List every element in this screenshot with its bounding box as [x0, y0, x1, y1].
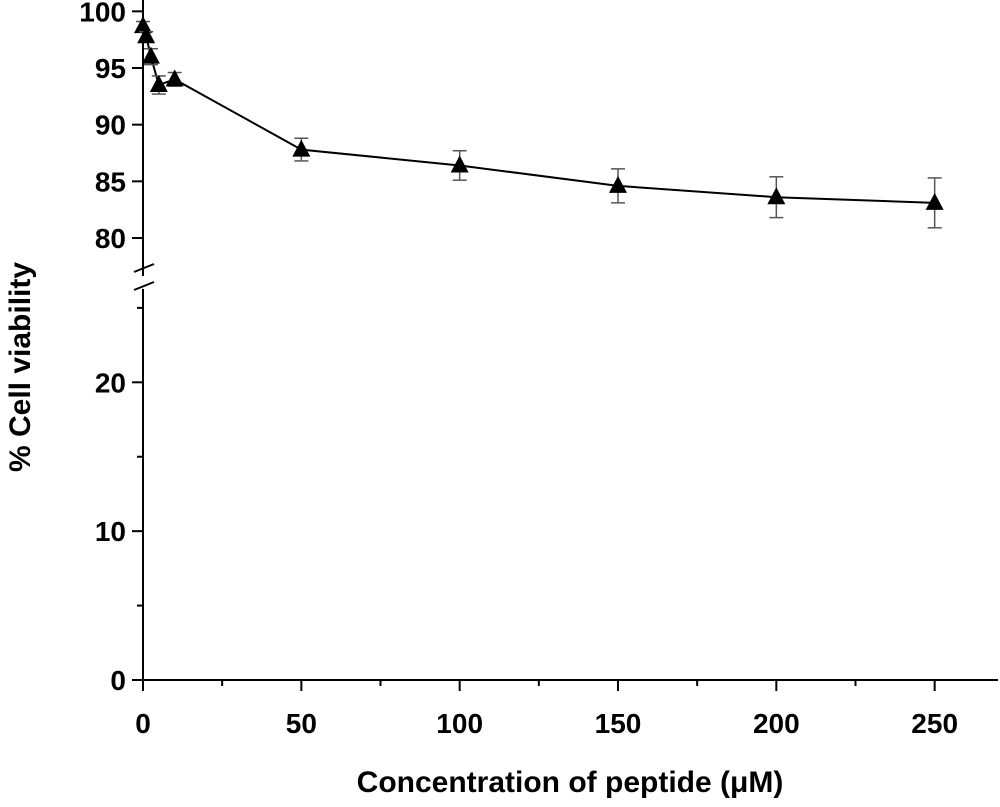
y-tick-label: 100	[79, 0, 126, 27]
triangle-marker	[767, 187, 786, 205]
x-axis-title: Concentration of peptide (μM)	[357, 766, 784, 799]
y-tick-label: 20	[95, 367, 126, 398]
axis-ticks	[132, 10, 936, 691]
triangle-marker	[141, 46, 160, 64]
data-point	[137, 26, 156, 44]
y-tick-label: 85	[95, 166, 126, 197]
x-tick-label: 0	[135, 708, 151, 739]
y-tick-label: 10	[95, 516, 126, 547]
x-tick-label: 100	[436, 708, 483, 739]
tick-labels: 0 50 100 150 200 250 0 10 20 80 85 90 95 100	[79, 0, 958, 739]
data-point	[292, 137, 311, 162]
data-point	[450, 149, 469, 181]
x-tick-label: 150	[595, 708, 642, 739]
triangle-marker	[925, 192, 944, 210]
triangle-marker	[450, 155, 469, 173]
triangle-marker	[609, 175, 627, 193]
x-tick-label: 200	[753, 708, 800, 739]
data-point	[165, 69, 184, 87]
series-layer	[134, 16, 944, 229]
data-point	[609, 168, 627, 204]
data-point	[141, 46, 160, 66]
y-tick-label: 80	[95, 223, 126, 254]
x-tick-label: 50	[286, 708, 317, 739]
y-tick-label: 90	[95, 110, 126, 141]
x-tick-label: 250	[911, 708, 958, 739]
data-point	[134, 16, 152, 34]
triangle-marker	[149, 75, 168, 92]
y-tick-label: 95	[95, 53, 126, 84]
data-point	[149, 75, 168, 95]
triangle-marker	[137, 26, 156, 44]
y-axis-title: % Cell viability	[4, 262, 37, 472]
y-axis-break-mark	[133, 263, 155, 273]
data-point	[925, 177, 944, 229]
triangle-marker	[292, 139, 311, 157]
y-axis-break-mark	[133, 281, 155, 291]
triangle-marker	[165, 69, 184, 87]
y-tick-label: 0	[110, 665, 126, 696]
data-point	[767, 176, 786, 219]
series-line	[142, 25, 935, 204]
axes	[133, 0, 998, 681]
triangle-marker	[134, 16, 152, 34]
